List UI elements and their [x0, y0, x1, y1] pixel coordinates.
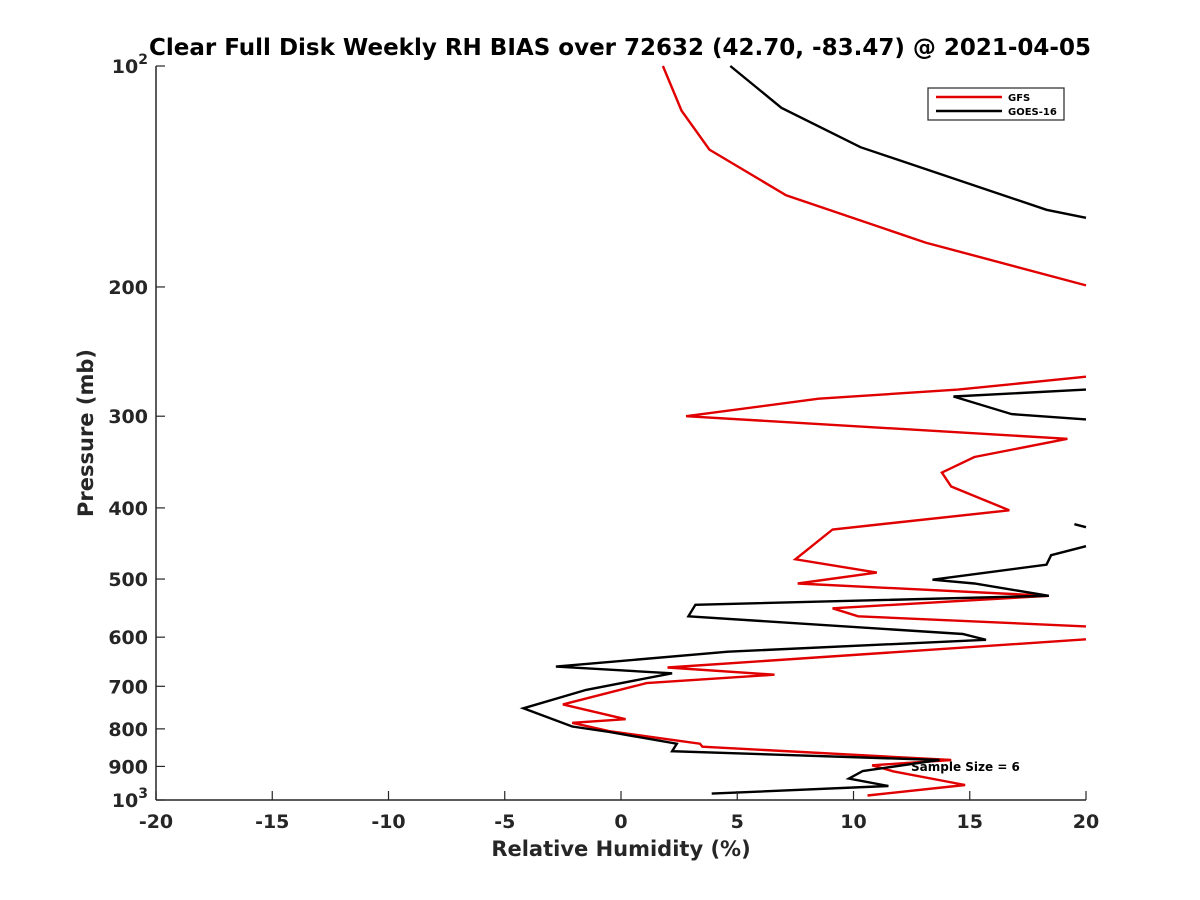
y-ticks: 102 200 300 400 500 600 700 800 900 103 [108, 52, 165, 812]
y-tick-label: 400 [108, 498, 148, 520]
x-tick-label: 5 [731, 811, 744, 833]
plot-lines [519, 65, 1087, 797]
x-tick-label: 15 [957, 811, 983, 833]
x-ticks: -20 -15 -10 -5 0 5 10 15 20 [139, 791, 1099, 833]
x-tick-label: -5 [494, 811, 515, 833]
legend-label-gfs: GFS [1008, 93, 1030, 104]
x-tick-label: 0 [614, 811, 627, 833]
y-tick-label: 200 [108, 277, 148, 299]
series-line-goes16 [729, 65, 1087, 219]
y-axis-label: Pressure (mb) [74, 349, 98, 517]
y-tick-label: 102 [112, 52, 148, 78]
y-tick-label: 500 [108, 569, 148, 591]
y-tick-label: 600 [108, 627, 148, 649]
y-tick-label: 900 [108, 756, 148, 778]
y-tick-label: 103 [112, 786, 148, 812]
series-line-gfs [685, 375, 1087, 628]
y-tick-label: 800 [108, 719, 148, 741]
legend: GFS GOES-16 [927, 87, 1065, 121]
y-tick-label: 700 [108, 676, 148, 698]
series-line-goes16 [1074, 523, 1087, 529]
series-line-goes16 [519, 545, 1087, 795]
chart-title: Clear Full Disk Weekly RH BIAS over 7263… [149, 35, 1091, 61]
series-line-gfs [661, 65, 1087, 287]
x-tick-label: -20 [139, 811, 173, 833]
legend-label-goes16: GOES-16 [1008, 107, 1057, 118]
x-tick-label: -10 [371, 811, 405, 833]
x-tick-label: 20 [1073, 811, 1099, 833]
x-tick-label: -15 [255, 811, 289, 833]
y-tick-label: 300 [108, 406, 148, 428]
series-line-goes16 [953, 388, 1087, 421]
sample-size-annotation: Sample Size = 6 [911, 760, 1020, 774]
x-axis-label: Relative Humidity (%) [491, 837, 750, 861]
x-tick-label: 10 [840, 811, 866, 833]
legend-box [927, 87, 1065, 121]
